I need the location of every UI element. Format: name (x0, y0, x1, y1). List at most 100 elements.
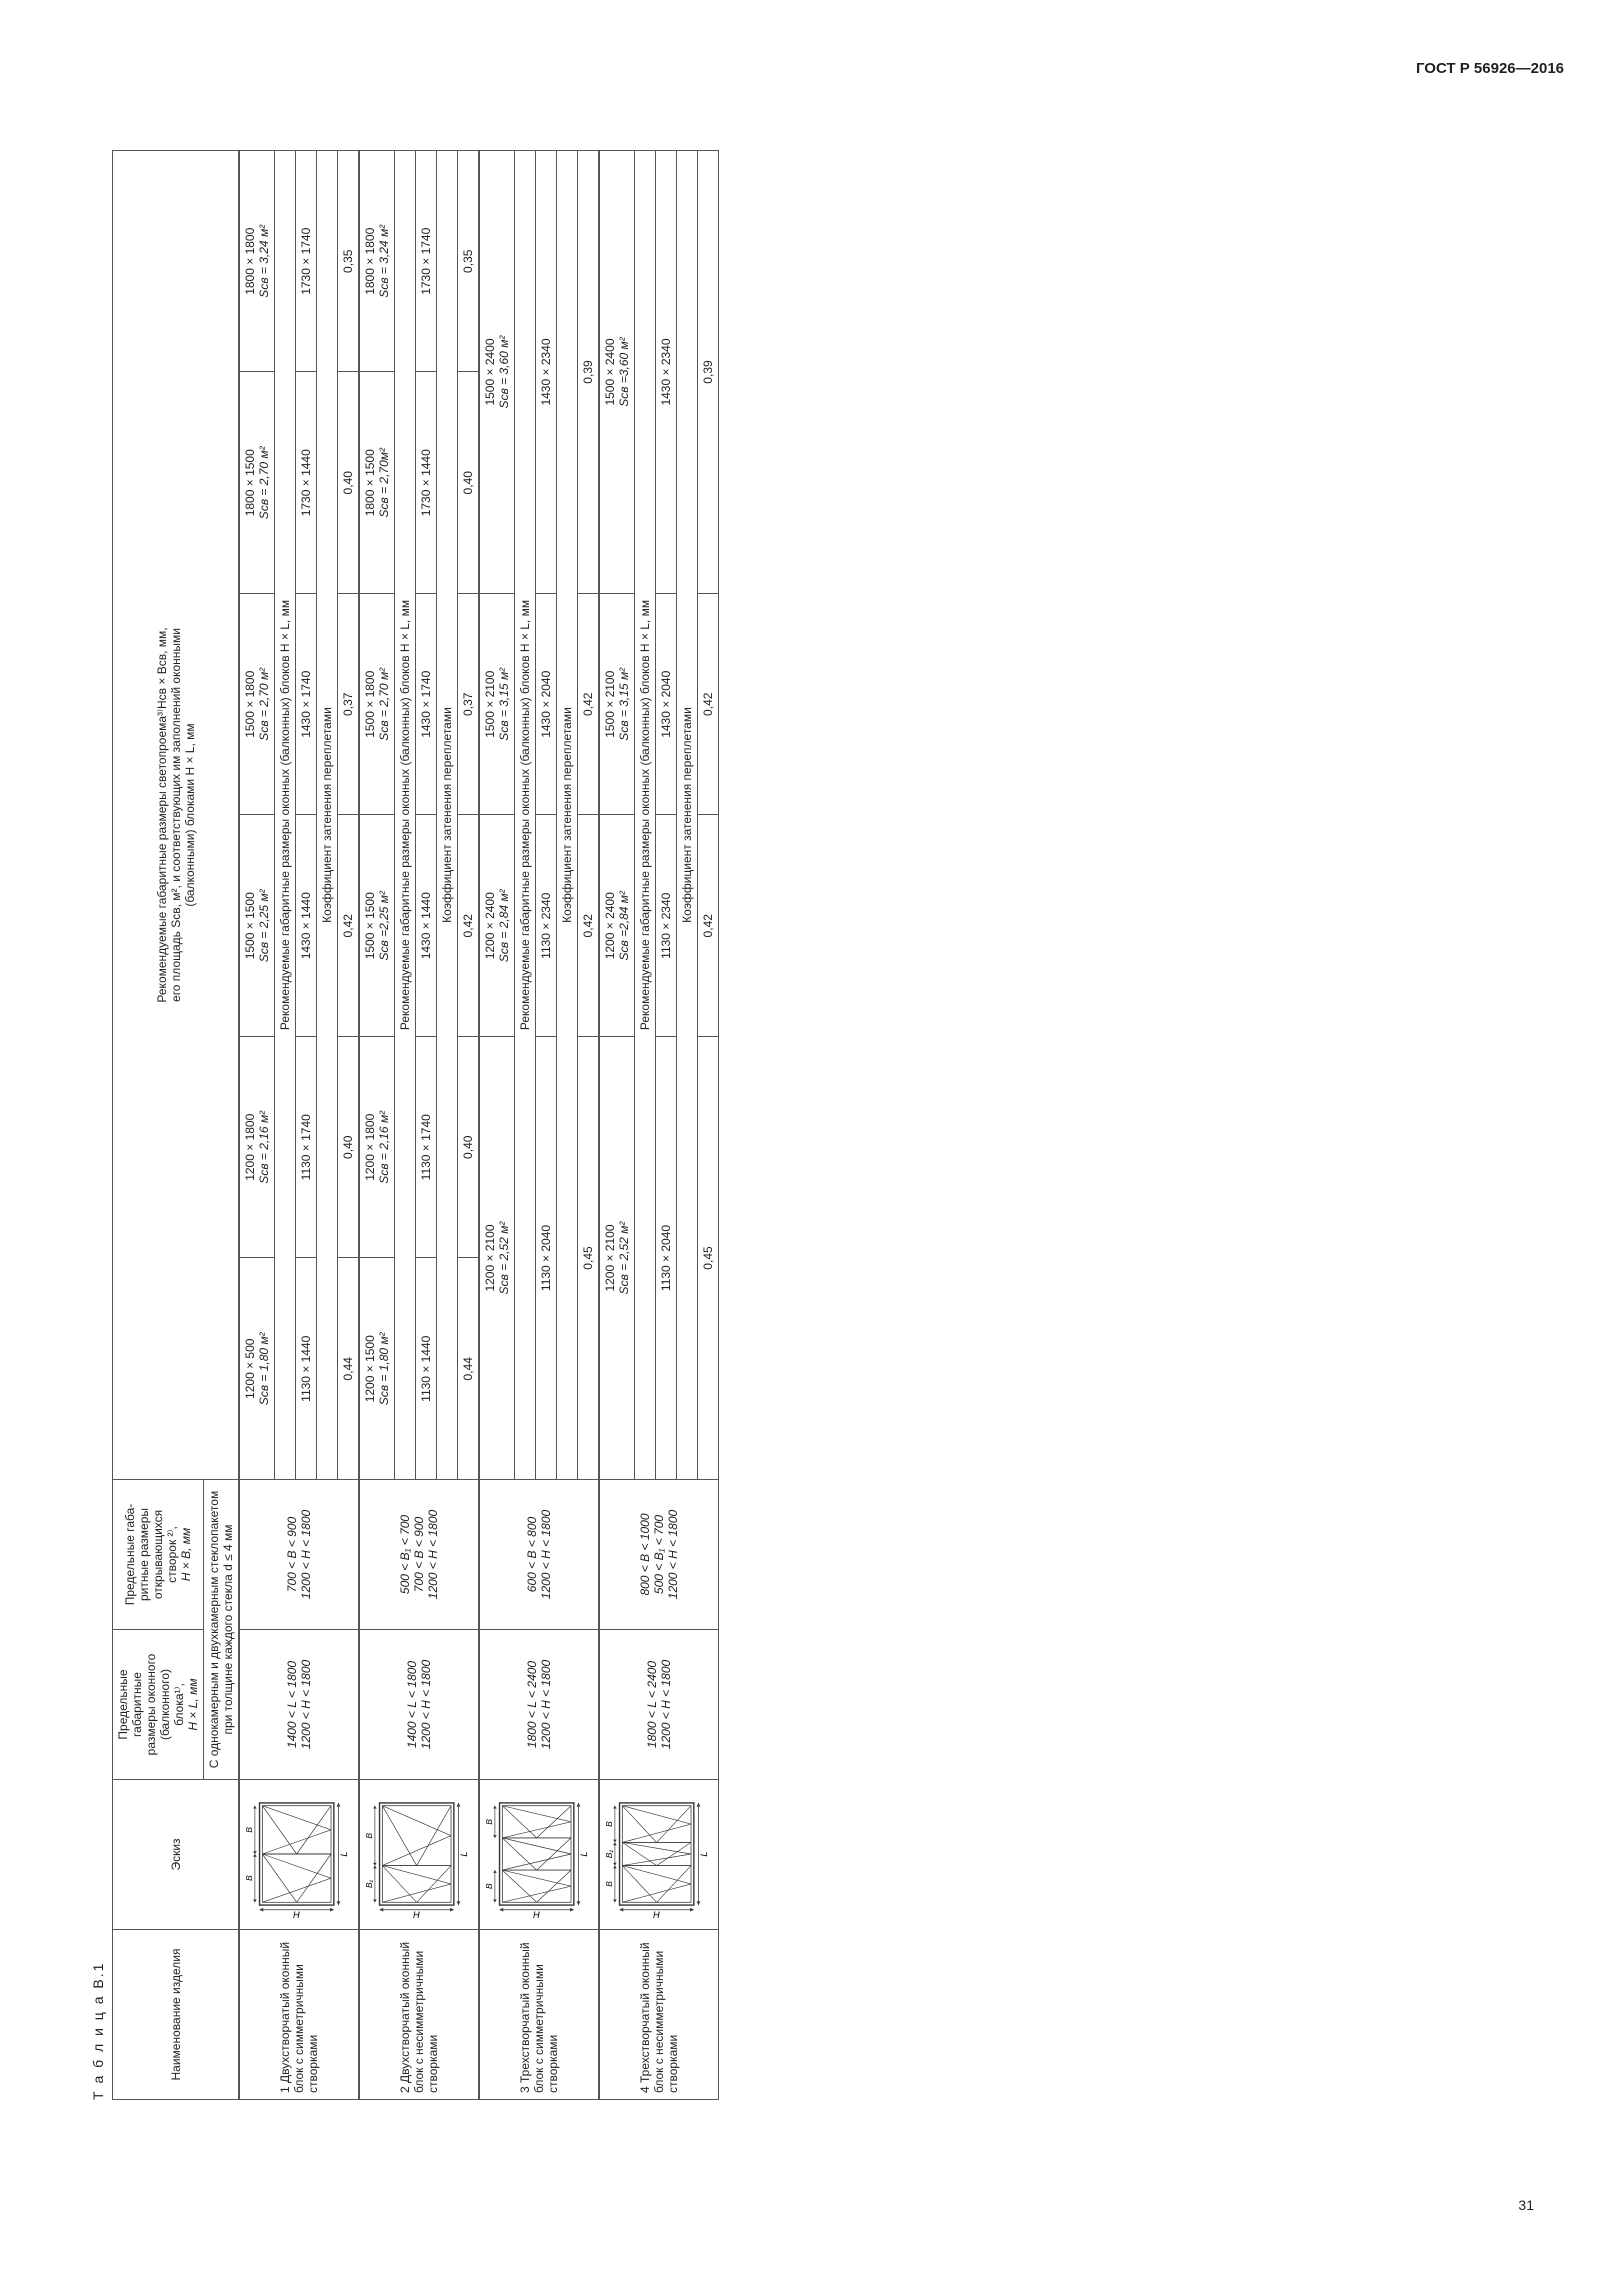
limit2: 800 < B < 1000500 < B₁ < 7001200 < H < 1… (600, 1480, 719, 1630)
coef-cell: 0,42 (698, 594, 719, 816)
size-cell: 1130 × 1740 (416, 1037, 437, 1259)
limit1: 1800 < L < 24001200 < H < 1800 (600, 1630, 719, 1780)
coef-cell: 0,37 (338, 594, 359, 816)
hdr-lim2: Предельные габа-ритные размерыоткрывающи… (113, 1480, 204, 1630)
svg-text:L: L (459, 1852, 469, 1857)
svg-text:B₁: B₁ (605, 1850, 614, 1859)
size-cell: 1430 × 1440 (416, 815, 437, 1037)
coef-cell: 0,42 (698, 815, 719, 1037)
limit1: 1400 < L < 18001200 < H < 1800 (360, 1630, 479, 1780)
coef-cell: 0,45 (698, 1037, 719, 1480)
svg-text:L: L (339, 1852, 349, 1857)
rec-cell: 1800 × 1800Sсв = 3,24 м² (240, 151, 275, 373)
row-group: 2 Двухстворчатый оконный блок с несиммет… (359, 150, 479, 2100)
size-cell: 1130 × 2040 (656, 1037, 677, 1480)
svg-text:B: B (365, 1833, 374, 1839)
size-cell: 1730 × 1740 (296, 151, 317, 373)
svg-text:H: H (413, 1910, 420, 1919)
hdr-rec: Рекомендуемые габаритные размеры светопр… (113, 151, 239, 1480)
rec-cell: 1800 × 1500Sсв = 2,70 м² (240, 372, 275, 594)
coef-cell: 0,39 (578, 151, 599, 594)
size-cell: 1730 × 1440 (416, 372, 437, 594)
size-cell: 1430 × 2040 (656, 594, 677, 816)
rec-cell: 1500 × 2100Sсв = 3,15 м² (600, 594, 635, 816)
svg-text:B₁: B₁ (365, 1880, 374, 1889)
sketch-cell: H L B₁ B (360, 1780, 479, 1930)
coef-header: Коэффициент затенения переплетами (317, 151, 338, 1480)
sketch-cell: H L B B₁ (600, 1780, 719, 1930)
coef-cell: 0,37 (458, 594, 479, 816)
rec-cell: 1800 × 1500Sсв = 2,70м² (360, 372, 395, 594)
rec-cell: 1500 × 1500Sсв =2,25 м² (360, 815, 395, 1037)
rec-cell: 1500 × 1800Sсв = 2,70 м² (240, 594, 275, 816)
coef-header: Коэффициент затенения переплетами (437, 151, 458, 1480)
coef-cell: 0,40 (338, 1037, 359, 1259)
size-cell: 1130 × 1440 (296, 1258, 317, 1480)
svg-text:H: H (293, 1910, 300, 1919)
rec-cell: 1200 × 500Sсв = 1,80 м² (240, 1258, 275, 1480)
limit1: 1400 < L < 18001200 < H < 1800 (240, 1630, 359, 1780)
table-caption: Т а б л и ц а В.1 (90, 150, 106, 2100)
item-name: 3 Трехстворчатый оконный блок с симметри… (480, 1930, 599, 2100)
glass-note: С однокамерным и двухкамерным стеклопаке… (204, 1480, 239, 1780)
hdr-sketch: Эскиз (113, 1780, 239, 1930)
size-cell: 1430 × 1740 (416, 594, 437, 816)
rec-cell: 1200 × 1800Sсв = 2,16 м² (240, 1037, 275, 1259)
size-cell: 1130 × 1740 (296, 1037, 317, 1259)
main-table: Наименование изделия Эскиз Предельныегаб… (112, 150, 239, 2100)
rec-cell: 1500 × 2400Sсв = 3,60 м² (480, 151, 515, 594)
item-name: 1 Двухстворчатый оконный блок с симметри… (240, 1930, 359, 2100)
coef-cell: 0,40 (338, 372, 359, 594)
size-cell: 1130 × 2040 (536, 1037, 557, 1480)
svg-text:B: B (485, 1819, 494, 1825)
size-cell: 1730 × 1440 (296, 372, 317, 594)
rec-cell: 1500 × 1500Sсв = 2,25 м² (240, 815, 275, 1037)
coef-cell: 0,39 (698, 151, 719, 594)
size-cell: 1130 × 2340 (536, 815, 557, 1037)
rec-cell: 1200 × 2100Sсв = 2,52 м² (480, 1037, 515, 1480)
svg-text:L: L (699, 1852, 709, 1857)
doc-header: ГОСТ Р 56926—2016 (50, 60, 1564, 77)
rec-cell: 1500 × 2400Sсв =3,60 м² (600, 151, 635, 594)
size-cell: 1430 × 2340 (656, 151, 677, 594)
rec-cell: 1500 × 2100Sсв = 3,15 м² (480, 594, 515, 816)
coef-header: Коэффициент затенения переплетами (677, 151, 698, 1480)
size-cell: 1430 × 2340 (536, 151, 557, 594)
coef-cell: 0,40 (458, 1037, 479, 1259)
size-header: Рекомендуемые габаритные размеры оконных… (515, 151, 536, 1480)
coef-cell: 0,35 (338, 151, 359, 373)
coef-cell: 0,42 (578, 815, 599, 1037)
limit2: 700 < B < 9001200 < H < 1800 (240, 1480, 359, 1630)
svg-text:H: H (533, 1910, 540, 1919)
size-header: Рекомендуемые габаритные размеры оконных… (635, 151, 656, 1480)
rec-cell: 1200 × 1800Sсв = 2,16 м² (360, 1037, 395, 1259)
size-cell: 1130 × 1440 (416, 1258, 437, 1480)
coef-cell: 0,42 (338, 815, 359, 1037)
coef-cell: 0,44 (458, 1258, 479, 1480)
size-cell: 1430 × 2040 (536, 594, 557, 816)
row-group: 3 Трехстворчатый оконный блок с симметри… (479, 150, 599, 2100)
svg-text:B: B (605, 1881, 614, 1887)
coef-cell: 0,42 (578, 594, 599, 816)
svg-text:B: B (485, 1883, 494, 1889)
item-name: 4 Трехстворчатый оконный блок с несиммет… (600, 1930, 719, 2100)
sketch-cell: HL B B (240, 1780, 359, 1930)
size-header: Рекомендуемые габаритные размеры оконных… (275, 151, 296, 1480)
hdr-lim1: Предельныегабаритныеразмеры оконного(бал… (113, 1630, 204, 1780)
row-group: 4 Трехстворчатый оконный блок с несиммет… (599, 150, 719, 2100)
rec-cell: 1200 × 2100Sсв = 2,52 м² (600, 1037, 635, 1480)
rec-cell: 1800 × 1800Sсв = 3,24 м² (360, 151, 395, 373)
coef-cell: 0,35 (458, 151, 479, 373)
limit2: 500 < B₁ < 700700 < B < 9001200 < H < 18… (360, 1480, 479, 1630)
svg-text:B: B (605, 1821, 614, 1827)
limit1: 1800 < L < 24001200 < H < 1800 (480, 1630, 599, 1780)
coef-cell: 0,42 (458, 815, 479, 1037)
coef-cell: 0,40 (458, 372, 479, 594)
coef-cell: 0,44 (338, 1258, 359, 1480)
size-cell: 1730 × 1740 (416, 151, 437, 373)
rec-cell: 1200 × 1500Sсв = 1,80 м² (360, 1258, 395, 1480)
size-cell: 1430 × 1440 (296, 815, 317, 1037)
row-group: 1 Двухстворчатый оконный блок с симметри… (239, 150, 359, 2100)
limit2: 600 < B < 8001200 < H < 1800 (480, 1480, 599, 1630)
svg-text:H: H (653, 1910, 660, 1919)
